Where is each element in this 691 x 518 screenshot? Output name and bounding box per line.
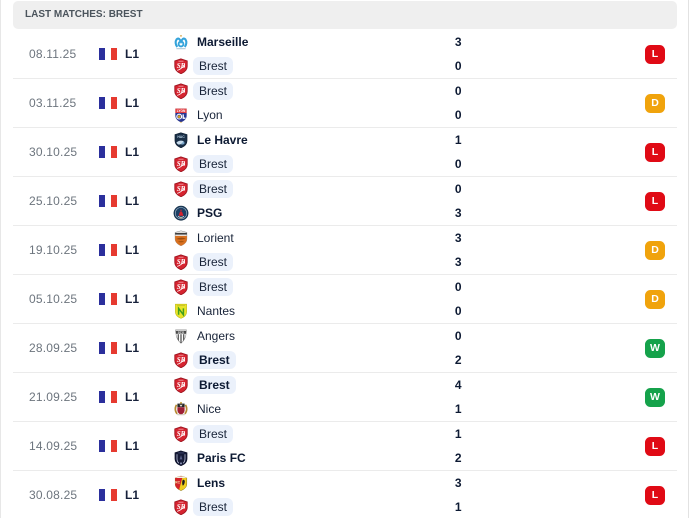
svg-text:SB: SB	[177, 430, 186, 438]
svg-text:LYON: LYON	[177, 108, 186, 112]
svg-text:SB: SB	[177, 258, 186, 266]
svg-text:SB: SB	[177, 87, 186, 95]
svg-text:SB: SB	[177, 185, 186, 193]
svg-text:SB: SB	[177, 503, 186, 511]
svg-text:SB: SB	[177, 381, 186, 389]
svg-text:SB: SB	[177, 62, 186, 70]
svg-text:SB: SB	[177, 283, 186, 291]
svg-text:SCO: SCO	[178, 330, 185, 334]
svg-text:RC: RC	[175, 480, 180, 484]
svg-text:SB: SB	[177, 160, 186, 168]
svg-text:HAC: HAC	[177, 135, 185, 139]
svg-text:SB: SB	[177, 356, 186, 364]
